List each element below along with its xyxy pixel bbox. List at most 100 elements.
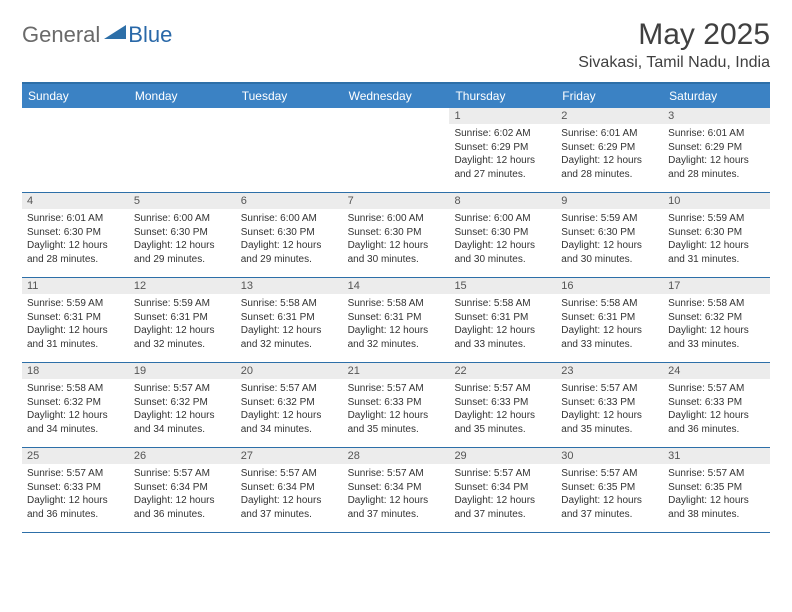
daylight-text: Daylight: 12 hours and 34 minutes. [134,409,231,436]
sunrise-text: Sunrise: 5:57 AM [348,382,445,396]
day-number: 22 [449,363,556,379]
daylight-text: Daylight: 12 hours and 30 minutes. [348,239,445,266]
daylight-text: Daylight: 12 hours and 31 minutes. [27,324,124,351]
daylight-text: Daylight: 12 hours and 30 minutes. [561,239,658,266]
weekday-header: Sunday [22,84,129,108]
daylight-text: Daylight: 12 hours and 35 minutes. [348,409,445,436]
weekday-header: Wednesday [343,84,450,108]
daylight-text: Daylight: 12 hours and 33 minutes. [454,324,551,351]
calendar-grid: Sunday Monday Tuesday Wednesday Thursday… [22,82,770,533]
day-cell [343,108,450,192]
day-number: 21 [343,363,450,379]
day-cell: 21Sunrise: 5:57 AMSunset: 6:33 PMDayligh… [343,363,450,447]
weekday-header: Friday [556,84,663,108]
day-body: Sunrise: 5:57 AMSunset: 6:35 PMDaylight:… [663,464,770,526]
daylight-text: Daylight: 12 hours and 37 minutes. [561,494,658,521]
day-body: Sunrise: 6:00 AMSunset: 6:30 PMDaylight:… [129,209,236,271]
sunset-text: Sunset: 6:32 PM [668,311,765,325]
sunrise-text: Sunrise: 5:57 AM [454,382,551,396]
sunset-text: Sunset: 6:29 PM [668,141,765,155]
day-number: 16 [556,278,663,294]
day-body: Sunrise: 5:58 AMSunset: 6:32 PMDaylight:… [663,294,770,356]
weekday-header: Saturday [663,84,770,108]
day-cell: 10Sunrise: 5:59 AMSunset: 6:30 PMDayligh… [663,193,770,277]
day-cell: 6Sunrise: 6:00 AMSunset: 6:30 PMDaylight… [236,193,343,277]
day-number: 1 [449,108,556,124]
weekday-header: Tuesday [236,84,343,108]
sunrise-text: Sunrise: 6:01 AM [27,212,124,226]
sunrise-text: Sunrise: 5:59 AM [668,212,765,226]
day-body: Sunrise: 5:58 AMSunset: 6:31 PMDaylight:… [236,294,343,356]
sunset-text: Sunset: 6:34 PM [348,481,445,495]
daylight-text: Daylight: 12 hours and 33 minutes. [561,324,658,351]
sunset-text: Sunset: 6:31 PM [348,311,445,325]
daylight-text: Daylight: 12 hours and 27 minutes. [454,154,551,181]
sunset-text: Sunset: 6:31 PM [454,311,551,325]
sunset-text: Sunset: 6:29 PM [454,141,551,155]
daylight-text: Daylight: 12 hours and 34 minutes. [27,409,124,436]
daylight-text: Daylight: 12 hours and 36 minutes. [27,494,124,521]
sunset-text: Sunset: 6:35 PM [561,481,658,495]
day-number: 14 [343,278,450,294]
week-row: 4Sunrise: 6:01 AMSunset: 6:30 PMDaylight… [22,193,770,278]
sunrise-text: Sunrise: 5:58 AM [348,297,445,311]
sunset-text: Sunset: 6:30 PM [668,226,765,240]
day-number: 25 [22,448,129,464]
sunset-text: Sunset: 6:30 PM [27,226,124,240]
day-number: 27 [236,448,343,464]
sunset-text: Sunset: 6:32 PM [27,396,124,410]
day-body: Sunrise: 5:57 AMSunset: 6:32 PMDaylight:… [129,379,236,441]
day-cell: 28Sunrise: 5:57 AMSunset: 6:34 PMDayligh… [343,448,450,532]
daylight-text: Daylight: 12 hours and 35 minutes. [454,409,551,436]
daylight-text: Daylight: 12 hours and 35 minutes. [561,409,658,436]
location-text: Sivakasi, Tamil Nadu, India [578,54,770,72]
day-body: Sunrise: 6:01 AMSunset: 6:29 PMDaylight:… [663,124,770,186]
sunrise-text: Sunrise: 6:00 AM [454,212,551,226]
day-number: 15 [449,278,556,294]
logo-triangle-icon [104,23,126,44]
sunrise-text: Sunrise: 5:58 AM [27,382,124,396]
daylight-text: Daylight: 12 hours and 29 minutes. [134,239,231,266]
sunrise-text: Sunrise: 5:57 AM [241,382,338,396]
sunset-text: Sunset: 6:30 PM [348,226,445,240]
day-cell [22,108,129,192]
week-row: 25Sunrise: 5:57 AMSunset: 6:33 PMDayligh… [22,448,770,533]
day-number: 24 [663,363,770,379]
day-number: 30 [556,448,663,464]
sunrise-text: Sunrise: 6:01 AM [668,127,765,141]
day-cell: 7Sunrise: 6:00 AMSunset: 6:30 PMDaylight… [343,193,450,277]
day-cell: 20Sunrise: 5:57 AMSunset: 6:32 PMDayligh… [236,363,343,447]
day-body: Sunrise: 5:57 AMSunset: 6:34 PMDaylight:… [343,464,450,526]
sunrise-text: Sunrise: 5:59 AM [134,297,231,311]
day-number: 10 [663,193,770,209]
day-number: 28 [343,448,450,464]
day-body: Sunrise: 5:57 AMSunset: 6:34 PMDaylight:… [449,464,556,526]
day-body: Sunrise: 5:58 AMSunset: 6:32 PMDaylight:… [22,379,129,441]
sunset-text: Sunset: 6:33 PM [668,396,765,410]
sunset-text: Sunset: 6:30 PM [561,226,658,240]
day-cell: 22Sunrise: 5:57 AMSunset: 6:33 PMDayligh… [449,363,556,447]
day-cell: 16Sunrise: 5:58 AMSunset: 6:31 PMDayligh… [556,278,663,362]
sunset-text: Sunset: 6:32 PM [134,396,231,410]
sunrise-text: Sunrise: 5:57 AM [561,467,658,481]
day-body: Sunrise: 5:57 AMSunset: 6:33 PMDaylight:… [556,379,663,441]
daylight-text: Daylight: 12 hours and 37 minutes. [241,494,338,521]
sunrise-text: Sunrise: 6:00 AM [134,212,231,226]
day-cell: 27Sunrise: 5:57 AMSunset: 6:34 PMDayligh… [236,448,343,532]
sunrise-text: Sunrise: 6:01 AM [561,127,658,141]
day-number: 2 [556,108,663,124]
day-number: 23 [556,363,663,379]
day-body: Sunrise: 6:01 AMSunset: 6:30 PMDaylight:… [22,209,129,271]
daylight-text: Daylight: 12 hours and 37 minutes. [454,494,551,521]
day-cell: 8Sunrise: 6:00 AMSunset: 6:30 PMDaylight… [449,193,556,277]
title-block: May 2025 Sivakasi, Tamil Nadu, India [578,18,770,72]
weekday-header-row: Sunday Monday Tuesday Wednesday Thursday… [22,84,770,108]
sunset-text: Sunset: 6:30 PM [134,226,231,240]
week-row: 18Sunrise: 5:58 AMSunset: 6:32 PMDayligh… [22,363,770,448]
sunrise-text: Sunrise: 6:02 AM [454,127,551,141]
day-cell: 12Sunrise: 5:59 AMSunset: 6:31 PMDayligh… [129,278,236,362]
daylight-text: Daylight: 12 hours and 34 minutes. [241,409,338,436]
calendar-page: General Blue May 2025 Sivakasi, Tamil Na… [0,0,792,551]
month-title: May 2025 [578,18,770,52]
day-body: Sunrise: 5:57 AMSunset: 6:33 PMDaylight:… [22,464,129,526]
